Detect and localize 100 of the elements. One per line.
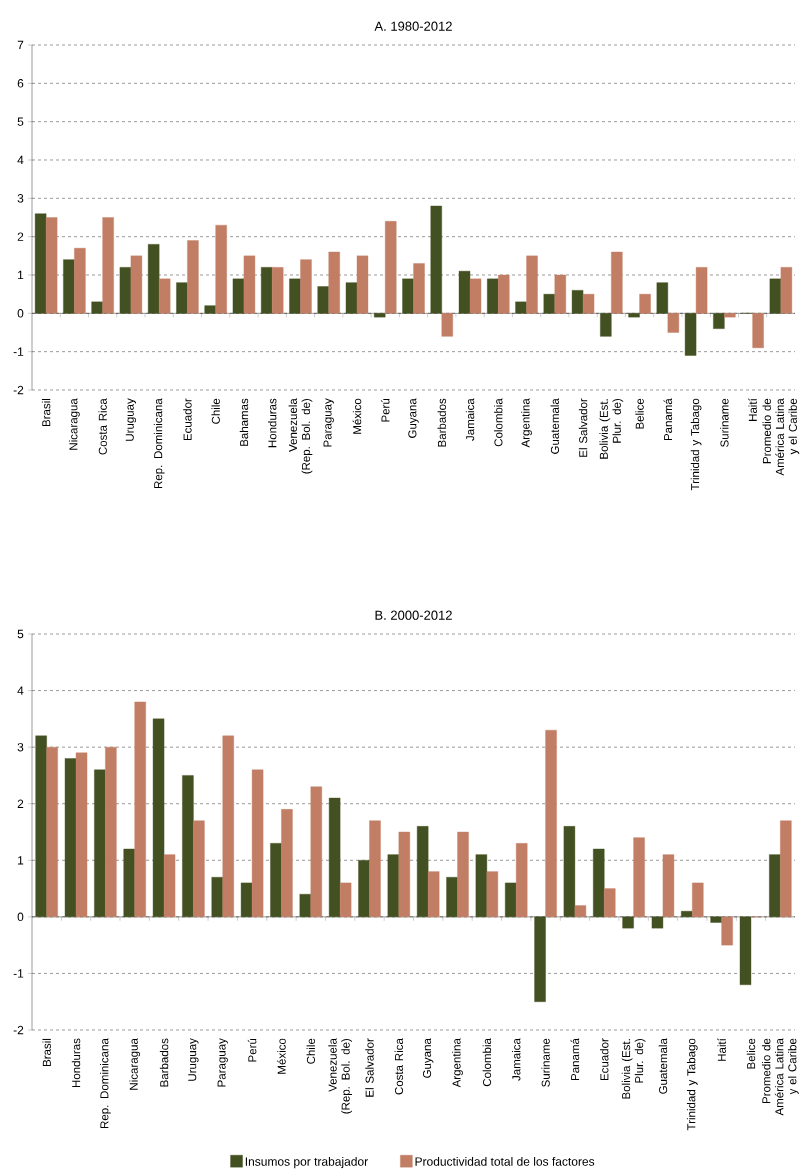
bar: [119, 267, 132, 314]
bar: [739, 916, 752, 985]
x-tick-label: Uruguay: [125, 398, 137, 441]
x-tick-label: Belice: [635, 398, 644, 429]
bar: [695, 267, 708, 314]
bar: [651, 916, 664, 929]
bar: [571, 290, 584, 314]
bar: [211, 877, 223, 918]
bar: [232, 278, 245, 314]
x-tick-label: Promedio de América Latina y el Caribe: [761, 1038, 799, 1116]
bar: [692, 882, 704, 918]
bar: [622, 916, 634, 929]
x-tick-label: Suriname: [720, 398, 729, 447]
x-tick-label: Promedio de América Latina y el Caribe: [762, 398, 800, 476]
bar: [563, 826, 576, 918]
bar: [639, 293, 651, 314]
x-tick-label: Bolivia (Est. Plur. de): [621, 1038, 646, 1099]
x-tick-label: Guatemala: [550, 398, 560, 454]
x-tick-label: Jamaica: [511, 1038, 521, 1081]
x-tick-label: Suriname: [541, 1038, 550, 1087]
y-tick-label: 3: [17, 194, 24, 203]
bar: [402, 278, 414, 314]
x-tick-label: Nicaragua: [129, 1038, 141, 1090]
bar: [780, 267, 793, 314]
bar: [545, 729, 557, 918]
x-tick-label: Brasil: [41, 399, 51, 427]
bar: [240, 882, 253, 918]
y-tick-label: 1: [18, 270, 24, 280]
y-tick-label: 0: [17, 912, 24, 922]
bar: [317, 286, 329, 314]
bar: [413, 263, 425, 314]
bar: [152, 718, 165, 918]
x-tick-label: El Salvador: [578, 398, 588, 457]
x-tick-label: Honduras: [71, 1038, 81, 1088]
x-tick-label: Trinidad y Tabago: [686, 1038, 698, 1131]
bar: [272, 267, 284, 314]
x-tick-label: Brasil: [42, 1038, 51, 1066]
x-tick-label: Ecuador: [600, 1038, 609, 1081]
x-tick-label: Guyana: [408, 398, 419, 438]
bar: [158, 278, 171, 314]
bar: [163, 854, 176, 918]
bar: [611, 251, 623, 314]
bar: [261, 267, 273, 314]
bar: [498, 274, 510, 314]
x-tick-label: Barbados: [159, 1038, 169, 1087]
bar: [328, 797, 341, 918]
chart-title: A. 1980-2012: [374, 21, 452, 31]
x-tick-label: Guatemala: [658, 1038, 668, 1094]
x-tick-label: Bolivia (Est. Plur. de): [599, 398, 624, 459]
x-tick-label: Venezuela (Rep. Bol. de): [328, 1038, 352, 1114]
x-tick-label: Haití: [717, 1038, 726, 1061]
bar: [416, 826, 429, 918]
x-tick-label: Chile: [306, 1038, 316, 1064]
bar: [710, 916, 722, 923]
bar: [684, 313, 697, 356]
bar: [534, 916, 546, 1002]
x-tick-label: México: [277, 1038, 286, 1074]
y-tick-label: -2: [13, 1025, 24, 1035]
bar: [724, 313, 736, 318]
bar: [769, 278, 782, 314]
bar: [505, 882, 517, 918]
bar: [46, 746, 58, 918]
bar: [515, 301, 527, 314]
x-tick-label: Costa Rica: [394, 1038, 404, 1095]
bar: [45, 217, 58, 314]
x-tick-label: Bahamas: [239, 398, 249, 446]
bar: [574, 905, 587, 918]
bar: [721, 916, 733, 946]
bar: [281, 809, 293, 918]
bar: [600, 313, 612, 337]
bar: [102, 217, 114, 314]
x-tick-label: Uruguay: [188, 1038, 199, 1081]
bar: [74, 247, 86, 314]
bar: [34, 213, 47, 314]
y-tick-label: -1: [13, 969, 24, 978]
bar: [251, 769, 264, 918]
bar: [215, 224, 227, 314]
bar: [182, 775, 194, 918]
bar: [289, 278, 301, 314]
bar: [35, 735, 47, 918]
y-tick-label: 2: [17, 232, 24, 241]
y-tick-label: 3: [17, 742, 24, 752]
x-tick-label: Barbados: [437, 398, 446, 447]
bar: [656, 282, 669, 314]
x-tick-label: Honduras: [267, 398, 277, 448]
bar: [780, 820, 792, 918]
x-tick-label: Costa Rica: [98, 398, 107, 455]
bar: [187, 240, 199, 314]
bar: [681, 911, 693, 918]
bar: [75, 752, 88, 918]
y-tick-label: 4: [17, 686, 24, 695]
x-tick-label: Perú: [247, 1038, 257, 1062]
bar: [398, 831, 411, 918]
bar: [328, 251, 340, 314]
bar: [91, 301, 103, 314]
bar: [123, 848, 135, 918]
x-tick-label: Belice: [746, 1038, 756, 1069]
bar: [662, 854, 675, 918]
bar: [633, 837, 645, 918]
bar: [193, 820, 205, 918]
